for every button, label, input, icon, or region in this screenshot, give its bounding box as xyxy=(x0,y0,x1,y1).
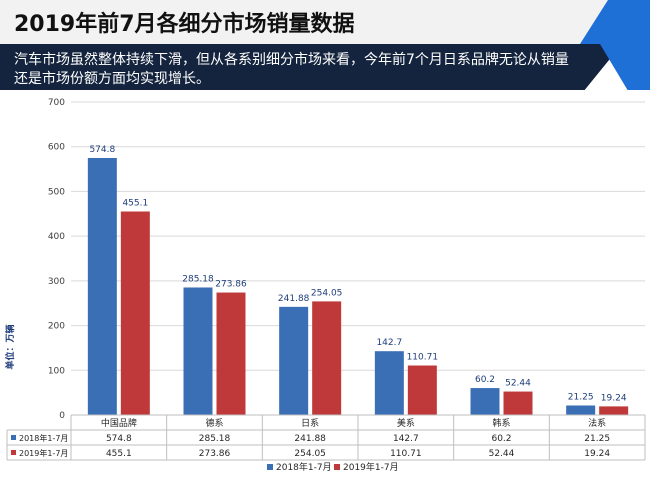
data-table: 中国品牌 德系 日系 美系 韩系 法系 2018年1-7月 574.8 285.18 241.88… xyxy=(6,414,646,461)
y-tick-label: 0 xyxy=(59,411,65,421)
bar xyxy=(87,157,117,415)
bar-value-label: 52.44 xyxy=(505,379,531,389)
bar-value-label: 110.71 xyxy=(407,352,439,362)
table-series-name: 2018年1-7月 xyxy=(19,433,68,443)
x-tick-label: 法系 xyxy=(588,417,606,429)
legend-label: 2019年1-7月 xyxy=(343,461,399,473)
bar-value-label: 19.24 xyxy=(601,393,627,403)
subtitle-band xyxy=(0,44,622,90)
legend-swatch xyxy=(267,464,273,470)
corner-decoration-lower xyxy=(600,44,650,90)
y-tick-label: 100 xyxy=(48,366,65,376)
y-tick-label: 400 xyxy=(48,232,65,242)
y-tick-label: 200 xyxy=(48,322,65,332)
bar-value-label: 273.86 xyxy=(215,280,247,290)
table-cell: 455.1 xyxy=(106,449,132,459)
bar-chart: 0 100 200 300 400 500 600 700 单位：万辆 574.8 455.1 2… xyxy=(4,98,646,473)
table-cell: 285.18 xyxy=(199,434,231,444)
table-series-marker xyxy=(11,450,16,455)
subtitle: 汽车市场虽然整体持续下滑，但从各系别细分市场来看，今年前7个月日系品牌无论从销量… xyxy=(14,52,569,87)
y-axis-ticks: 0 100 200 300 400 500 600 700 xyxy=(48,98,65,421)
title-bar: 2019年前7月各细分市场销量数据 xyxy=(0,0,650,44)
bar-value-label: 60.2 xyxy=(475,375,495,385)
table-cell: 21.25 xyxy=(584,434,610,444)
bar xyxy=(183,287,213,415)
table-cell: 241.88 xyxy=(294,434,326,444)
bar xyxy=(279,306,309,415)
bar-value-label: 254.05 xyxy=(311,288,343,298)
legend-swatch xyxy=(334,464,340,470)
bar-value-label: 285.18 xyxy=(182,274,214,284)
bar xyxy=(599,406,629,415)
y-tick-label: 600 xyxy=(48,143,65,153)
table-cell: 273.86 xyxy=(199,449,231,459)
x-tick-label: 德系 xyxy=(205,417,223,429)
chart-legend: 2018年1-7月 2019年1-7月 xyxy=(267,461,399,473)
chart-grid xyxy=(71,101,645,416)
table-cell: 110.71 xyxy=(390,449,422,459)
bar-value-label: 574.8 xyxy=(89,145,115,155)
legend-label: 2018年1-7月 xyxy=(276,461,332,473)
table-series-marker xyxy=(11,435,16,440)
x-tick-label: 日系 xyxy=(301,418,319,429)
y-tick-label: 500 xyxy=(48,187,65,197)
bar-value-label: 21.25 xyxy=(568,392,594,402)
y-tick-label: 700 xyxy=(48,98,65,108)
bar-value-label: 455.1 xyxy=(122,199,148,209)
table-cell: 254.05 xyxy=(294,449,326,459)
y-tick-label: 300 xyxy=(48,277,65,287)
bar xyxy=(503,391,533,415)
table-cell: 19.24 xyxy=(584,449,610,459)
x-tick-label: 韩系 xyxy=(492,417,510,429)
page-title: 2019年前7月各细分市场销量数据 xyxy=(14,12,355,37)
bar xyxy=(312,301,342,415)
table-cell: 142.7 xyxy=(393,434,419,444)
table-cell: 52.44 xyxy=(489,449,515,459)
bar xyxy=(566,405,596,415)
bar xyxy=(120,211,150,415)
table-series-name: 2019年1-7月 xyxy=(19,448,68,458)
y-axis-label: 单位：万辆 xyxy=(4,324,16,369)
bar xyxy=(470,388,500,415)
x-tick-label: 中国品牌 xyxy=(101,417,137,429)
bar xyxy=(407,365,437,415)
bar-value-label: 142.7 xyxy=(376,338,402,348)
bar xyxy=(216,292,246,415)
bar-value-label: 241.88 xyxy=(278,294,310,304)
bar xyxy=(374,351,404,415)
table-cell: 60.2 xyxy=(491,434,511,444)
x-tick-label: 美系 xyxy=(397,417,415,429)
table-cell: 574.8 xyxy=(106,434,132,444)
